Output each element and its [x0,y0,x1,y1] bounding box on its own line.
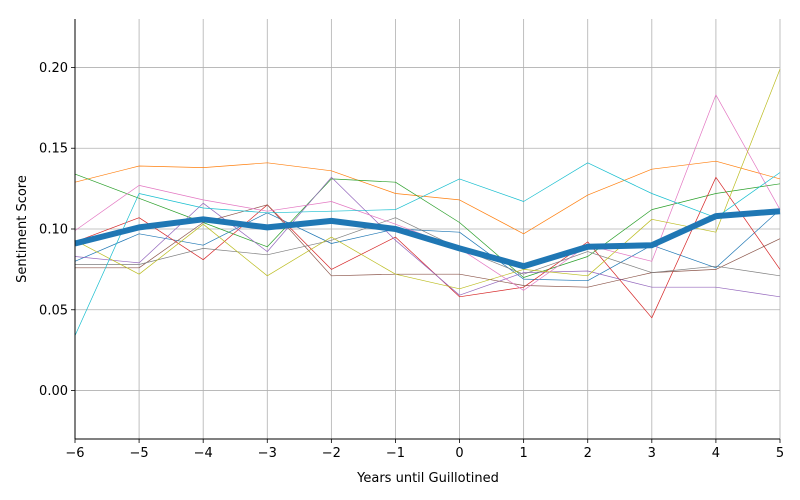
series-line-7 [74,94,781,291]
x-tick-label: −6 [65,446,84,461]
x-tick-label: −3 [258,446,277,461]
x-tick-label: 0 [455,446,463,461]
y-axis-label: Sentiment Score [15,175,30,283]
x-tick-label: 3 [648,446,656,461]
series-line-6 [75,204,781,288]
x-tick-label: −5 [130,446,149,461]
y-tick-label: 0.00 [39,384,68,399]
series-line-4 [74,176,781,319]
series-line-10 [74,162,781,336]
y-tick-label: 0.20 [39,61,68,76]
grid-lines [74,19,781,439]
series-line-3 [74,173,781,278]
mean-series-line [74,208,781,270]
x-tick-label: 2 [584,446,592,461]
series-line-1 [74,209,781,282]
y-tick-label: 0.15 [39,142,68,157]
x-tick-label: 5 [776,446,784,461]
x-tick-label: 1 [519,446,527,461]
series-line-8 [75,217,781,277]
series-line-5 [74,176,781,298]
series-lines [74,68,781,336]
series-line-2 [74,160,781,235]
series-line-9 [74,68,781,290]
x-tick-label: 4 [712,446,720,461]
y-tick-label: 0.10 [39,223,68,238]
x-tick-label: −1 [386,446,405,461]
y-tick-label: 0.05 [39,303,68,318]
y-axis-ticks: 0.00 0.05 0.10 0.15 0.20 [39,61,75,399]
x-tick-label: −4 [194,446,213,461]
x-axis-label: Years until Guillotined [356,471,499,486]
x-tick-label: −2 [322,446,341,461]
x-axis-ticks: −6 −5 −4 −3 −2 −1 0 1 2 3 4 5 [65,439,784,461]
